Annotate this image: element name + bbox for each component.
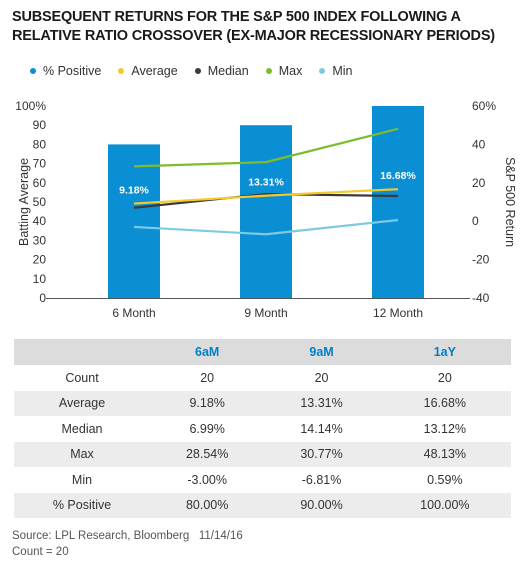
legend-item-positive: % Positive [30, 64, 101, 78]
legend-label-max: Max [278, 64, 303, 78]
table-cell: 90.00% [264, 492, 379, 518]
table-header-cell: 1aY [378, 339, 511, 365]
table-row: Average 9.18% 13.31% 16.68% [14, 390, 511, 416]
table-cell: 28.54% [150, 441, 265, 467]
combo-chart: 0 10 20 30 40 50 60 70 80 90 100% -40 -20 0 20 40 60% Bat… [15, 99, 517, 320]
table-cell: 80.00% [150, 492, 265, 518]
x-tick-label: 6 Month [112, 306, 155, 320]
left-tick-label: 10 [33, 272, 47, 286]
legend-item-max: Max [265, 64, 303, 78]
line-average [133, 188, 399, 205]
row-label: Median [61, 421, 103, 436]
right-axis-title: S&P 500 Return [503, 157, 517, 247]
returns-table: 6aM 9aM 1aY Count 20 20 20 Average 9.18%… [14, 339, 511, 518]
right-tick-label: 60% [472, 99, 496, 113]
table-header-cell: 6aM [150, 339, 265, 365]
table-cell: 0.59% [427, 472, 463, 487]
bar-positive [108, 144, 160, 298]
legend-label-positive: % Positive [43, 64, 102, 78]
table-row: Median 6.99% 14.14% 13.12% [14, 416, 511, 442]
data-label: 16.68% [380, 170, 416, 182]
bar-positive [372, 106, 424, 298]
chart-legend: % Positive Average Median Max Min [30, 64, 369, 78]
table-cell: 9.18% [150, 390, 265, 416]
left-tick-label: 50 [33, 195, 47, 209]
legend-marker-max [265, 68, 272, 74]
table-cell: 100.00% [378, 492, 511, 518]
bar-positive [240, 125, 292, 298]
line-median [133, 192, 399, 209]
data-label: 13.31% [248, 177, 284, 189]
legend-marker-positive [30, 68, 36, 74]
count-note: Count = 20 [12, 546, 69, 558]
table-cell: -3.00% [187, 472, 227, 487]
left-tick-label: 100% [15, 99, 46, 113]
right-tick-label: 20 [472, 176, 486, 190]
left-tick-label: 70 [33, 157, 47, 171]
right-tick-label: -20 [472, 253, 490, 267]
left-tick-label: 40 [33, 214, 47, 228]
table-cell: -6.81% [301, 472, 342, 487]
left-axis-title: Batting Average [17, 158, 31, 246]
legend-label-min: Min [332, 64, 353, 78]
legend-item-median: Median [194, 64, 249, 78]
x-tick-label: 12 Month [373, 306, 423, 320]
left-tick-label: 0 [39, 291, 46, 305]
right-tick-label: 0 [472, 214, 479, 228]
table-row: Min -3.00% -6.81% 0.59% [14, 467, 511, 493]
row-label: Count [65, 370, 99, 385]
row-label: Average [14, 390, 150, 416]
table-cell: 48.13% [378, 441, 511, 467]
legend-marker-median [194, 68, 201, 74]
row-label: Max [14, 441, 150, 467]
left-tick-label: 80 [33, 137, 47, 151]
left-tick-label: 60 [33, 176, 47, 190]
right-tick-label: 40 [472, 137, 486, 151]
table-row: Max 28.54% 30.77% 48.13% [14, 441, 511, 467]
chart-title: SUBSEQUENT RETURNS FOR THE S&P 500 INDEX… [12, 9, 495, 44]
table-cell: 14.14% [300, 421, 343, 436]
legend-item-min: Min [319, 64, 352, 78]
table-row: Count 20 20 20 [14, 365, 511, 391]
table-cell: 20 [437, 370, 452, 385]
legend-item-average: Average [118, 64, 178, 78]
left-tick-label: 90 [33, 118, 47, 132]
row-label: Min [71, 472, 93, 487]
legend-label-median: Median [207, 64, 249, 78]
table-cell: 13.31% [264, 390, 379, 416]
legend-label-average: Average [131, 64, 178, 78]
table-cell: 6.99% [189, 421, 225, 436]
table-cell: 16.68% [378, 390, 511, 416]
table-cell: 20 [200, 370, 215, 385]
table-row: % Positive 80.00% 90.00% 100.00% [14, 492, 511, 518]
legend-marker-average [118, 68, 125, 74]
row-label: % Positive [14, 492, 150, 518]
table-cell: 30.77% [264, 441, 379, 467]
table-header-row: 6aM 9aM 1aY [14, 339, 511, 365]
right-tick-label: -40 [472, 291, 490, 305]
line-max [133, 127, 399, 168]
x-tick-label: 9 Month [244, 306, 287, 320]
legend-marker-min [319, 68, 326, 74]
table-header-cell [14, 339, 150, 365]
table-cell: 13.12% [423, 421, 467, 436]
chart-footer: Source: LPL Research, Bloomberg 11/14/16… [12, 528, 243, 560]
source-note: Source: LPL Research, Bloomberg 11/14/16 [12, 530, 243, 542]
table-cell: 20 [314, 370, 329, 385]
line-min [133, 218, 399, 236]
left-tick-label: 20 [33, 253, 47, 267]
data-label: 9.18% [119, 185, 149, 197]
table-header-cell: 9aM [264, 339, 379, 365]
left-tick-label: 30 [33, 233, 47, 247]
